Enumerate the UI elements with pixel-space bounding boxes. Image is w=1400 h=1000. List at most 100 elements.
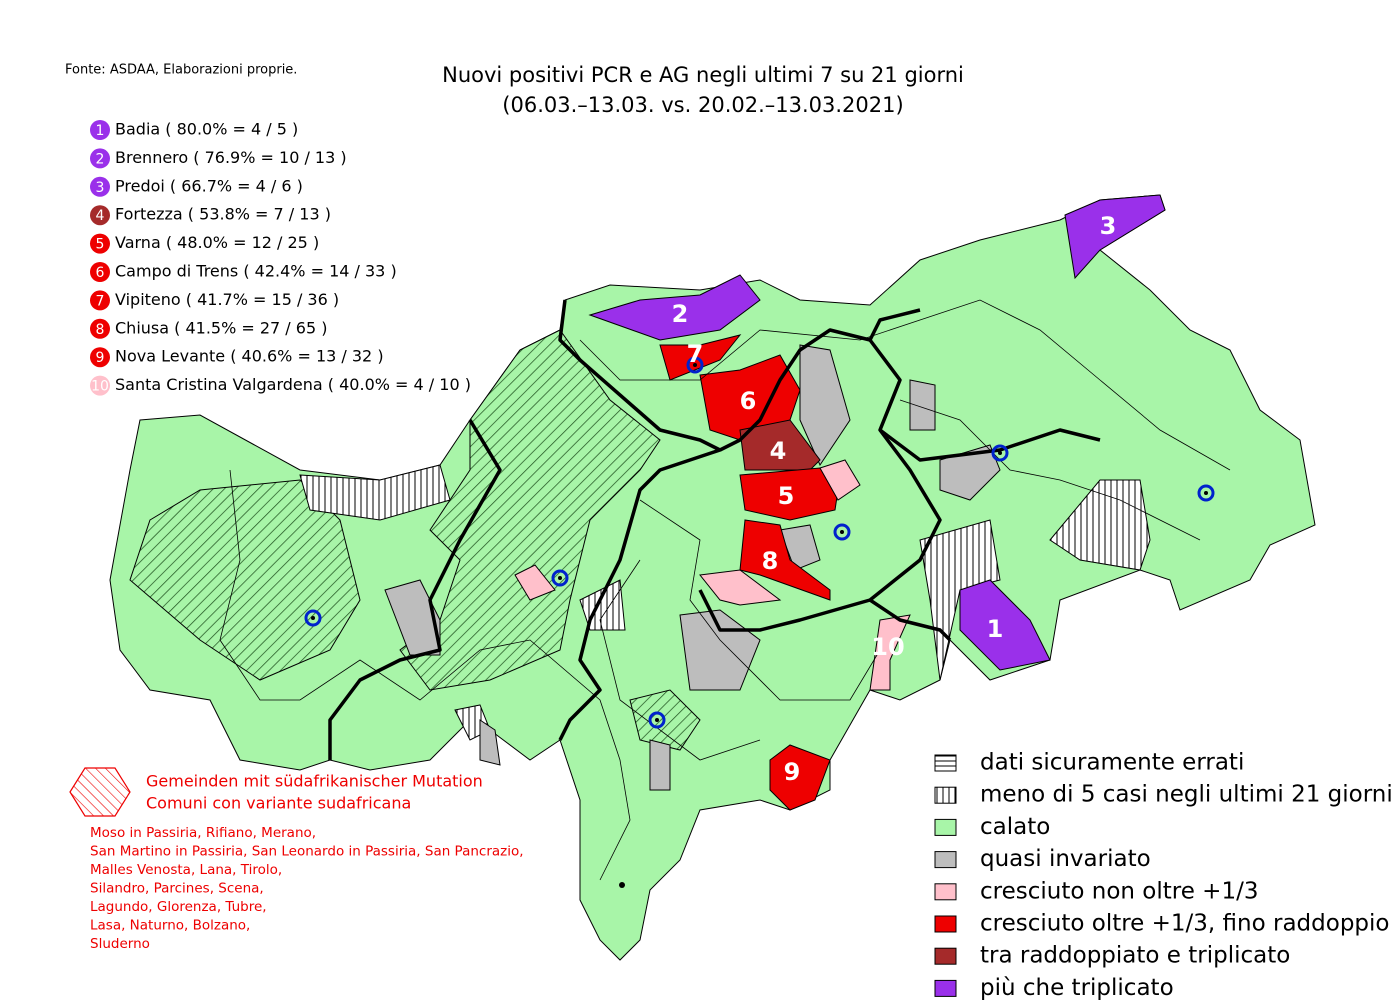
rank-number: 7 bbox=[96, 293, 105, 309]
rank-entry: Varna ( 48.0% = 12 / 25 ) bbox=[115, 233, 319, 252]
region bbox=[588, 274, 761, 341]
comune-line: Lasa, Naturno, Bolzano, bbox=[90, 918, 250, 934]
map-label: 9 bbox=[784, 758, 801, 786]
district-border bbox=[328, 419, 502, 760]
rank-badge bbox=[90, 375, 110, 396]
legend-label: meno di 5 casi negli ultimi 21 giorni bbox=[980, 782, 1393, 808]
city-marker bbox=[833, 523, 851, 541]
rank-entry: Nova Levante ( 40.6% = 13 / 32 ) bbox=[115, 347, 384, 366]
district-border bbox=[719, 308, 921, 452]
legend-label: dati sicuramente errati bbox=[980, 750, 1244, 776]
mutation-comuni: Moso in Passiria, Rifiano, Merano, San Ma… bbox=[90, 825, 524, 952]
city-dot bbox=[655, 718, 659, 722]
district-border bbox=[878, 428, 1101, 462]
boundary bbox=[219, 469, 631, 881]
rank-number: 1 bbox=[96, 123, 105, 139]
rank-badge bbox=[90, 120, 110, 140]
legend: dati sicuramente errati meno di 5 casi ne… bbox=[934, 750, 1393, 1000]
region bbox=[739, 419, 821, 471]
region bbox=[699, 569, 782, 606]
comune-line: Moso in Passiria, Rifiano, Merano, bbox=[90, 825, 316, 841]
rank-number: 3 bbox=[96, 180, 105, 196]
region bbox=[514, 564, 556, 601]
map-labels: 3 2 7 64 5 8 1 10 9 bbox=[672, 212, 1117, 786]
rank-entry: Chiusa ( 41.5% = 27 / 65 ) bbox=[115, 318, 327, 337]
city-marker bbox=[686, 356, 704, 374]
map-label: 2 bbox=[672, 300, 689, 328]
region bbox=[869, 614, 911, 691]
map-label: 3 bbox=[1100, 212, 1117, 240]
comune-line: Sluderno bbox=[90, 936, 150, 952]
legend-swatch bbox=[934, 786, 957, 804]
district-border bbox=[698, 338, 942, 632]
rank-number: 2 bbox=[96, 151, 105, 167]
rank-number: 4 bbox=[96, 208, 105, 224]
region bbox=[909, 379, 936, 431]
rank-number: 9 bbox=[96, 350, 105, 366]
map-label: 7 bbox=[687, 340, 704, 368]
rank-badge bbox=[90, 205, 110, 226]
legend-label: cresciuto non oltre +1/3 bbox=[980, 878, 1258, 904]
boundary bbox=[639, 499, 881, 701]
mutation-symbol bbox=[69, 767, 131, 817]
legend-label: tra raddoppiato e triplicato bbox=[980, 943, 1290, 969]
comune-line: Silandro, Parcines, Scena, bbox=[90, 881, 264, 897]
city-marker bbox=[304, 609, 322, 627]
markers bbox=[304, 356, 1215, 888]
rank-entry: Predoi ( 66.7% = 4 / 6 ) bbox=[115, 176, 303, 195]
region bbox=[769, 744, 831, 811]
region bbox=[659, 334, 742, 381]
city-dot bbox=[1204, 491, 1208, 495]
title-line: Nuovi positivi PCR e AG negli ultimi 7 s… bbox=[442, 63, 964, 87]
few-cases-area bbox=[299, 464, 451, 521]
region bbox=[739, 519, 831, 601]
region bbox=[959, 579, 1051, 671]
rank-badge bbox=[90, 347, 110, 368]
boundary bbox=[579, 299, 1231, 471]
region bbox=[479, 719, 501, 766]
rank-number: 10 bbox=[91, 379, 109, 395]
boundary bbox=[599, 559, 761, 761]
district-border bbox=[869, 598, 952, 642]
rank-entry: Santa Cristina Valgardena ( 40.0% = 4 / … bbox=[115, 375, 471, 394]
city-dot bbox=[693, 363, 697, 367]
legend-swatch bbox=[934, 851, 957, 869]
mutation-area bbox=[129, 479, 361, 681]
legend-swatch bbox=[934, 818, 957, 836]
legend-swatch bbox=[934, 979, 957, 997]
city-dot bbox=[558, 576, 562, 580]
region bbox=[384, 579, 441, 656]
legend-label: quasi invariato bbox=[980, 846, 1151, 872]
region bbox=[939, 444, 1001, 501]
map-label: 5 bbox=[778, 482, 795, 510]
city-marker bbox=[1197, 484, 1215, 502]
ranking-list: 1 Badia ( 80.0% = 4 / 5 ) 2 Brennero ( 76.9… bbox=[90, 120, 471, 396]
rank-number: 8 bbox=[96, 322, 105, 338]
mutation-title: Gemeinden mit südafrikanischer Mutation bbox=[146, 772, 483, 791]
city-dot bbox=[840, 530, 844, 534]
comune-line: San Martino in Passiria, San Leonardo in… bbox=[90, 844, 524, 860]
map-label: 1 bbox=[987, 615, 1004, 643]
city-marker bbox=[991, 444, 1009, 462]
legend-swatch bbox=[934, 915, 957, 933]
comune-line: Malles Venosta, Lana, Tirolo, bbox=[90, 862, 282, 878]
region bbox=[799, 344, 851, 467]
rank-number: 5 bbox=[96, 237, 105, 253]
rank-entry: Badia ( 80.0% = 4 / 5 ) bbox=[115, 120, 298, 139]
legend-label: calato bbox=[980, 814, 1050, 840]
rank-badge bbox=[90, 318, 110, 339]
rank-number: 6 bbox=[96, 265, 105, 281]
rank-entry: Campo di Trens ( 42.4% = 14 / 33 ) bbox=[115, 262, 397, 281]
region bbox=[819, 459, 861, 501]
city-marker bbox=[551, 569, 569, 587]
mutation-area bbox=[399, 329, 661, 691]
legend-label: più che triplicato bbox=[980, 975, 1174, 1000]
region bbox=[779, 524, 821, 571]
region bbox=[699, 354, 801, 441]
map-label: 6 bbox=[740, 387, 757, 415]
city-marker bbox=[648, 711, 666, 729]
rank-badge bbox=[90, 176, 110, 197]
source: Fonte: ASDAA, Elaborazioni proprie. bbox=[65, 63, 297, 78]
legend-swatch bbox=[934, 947, 957, 965]
